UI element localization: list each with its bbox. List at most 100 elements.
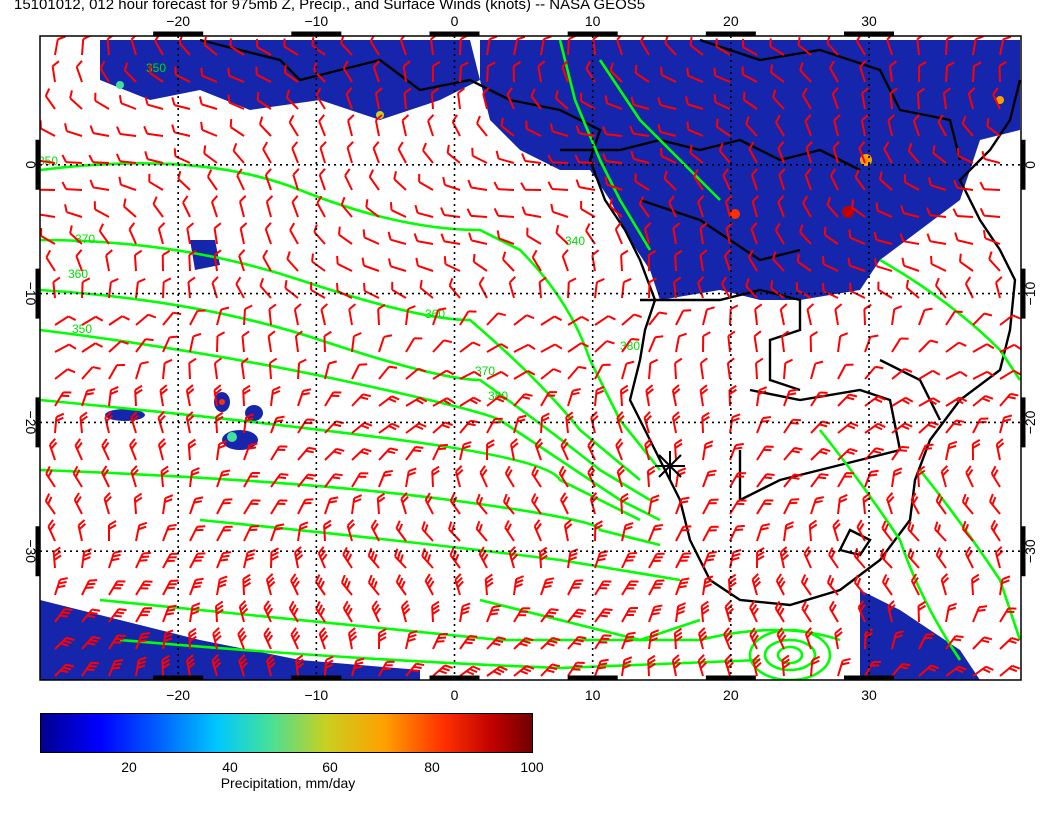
wind-barb	[567, 315, 590, 326]
wind-barb	[263, 627, 274, 650]
wind-barb	[387, 231, 407, 245]
wind-barb	[648, 358, 659, 380]
wind-barb	[403, 87, 412, 110]
wind-barb	[749, 600, 759, 623]
wind-barb	[501, 251, 515, 272]
wind-barb	[216, 575, 228, 596]
wind-barb	[187, 276, 196, 299]
wind-barb	[48, 438, 58, 461]
wind-barb	[821, 256, 839, 272]
wind-barb	[702, 306, 715, 326]
wind-barb	[216, 440, 227, 461]
wind-barb	[448, 277, 461, 299]
wind-barb	[101, 438, 110, 461]
wind-barb	[135, 632, 151, 650]
wind-barb	[675, 332, 687, 353]
wind-barb	[942, 87, 951, 110]
wind-barb	[324, 420, 345, 434]
wind-barb	[88, 154, 110, 164]
wind-barb	[69, 225, 83, 245]
wind-barb	[75, 60, 83, 83]
wind-barb	[945, 665, 967, 677]
wind-barb	[486, 604, 501, 623]
wind-barb	[242, 384, 251, 407]
wind-barb	[772, 251, 785, 272]
wind-barb	[972, 665, 994, 677]
wind-barb	[486, 395, 508, 407]
wind-barb	[881, 574, 893, 596]
wind-barb	[821, 282, 839, 299]
wind-barb	[644, 222, 652, 245]
wind-barb	[283, 64, 299, 83]
wind-barb	[832, 141, 840, 164]
wind-barb	[432, 664, 453, 677]
map-title: 15101012, 012 hour forecast for 975mb Z,…	[14, 0, 646, 13]
wind-barb	[177, 170, 191, 191]
wind-barb	[674, 438, 683, 461]
wind-barb	[64, 123, 83, 137]
wind-barb	[405, 662, 425, 677]
wind-barb	[159, 384, 168, 407]
wind-barb	[466, 208, 488, 218]
wind-barb	[173, 148, 191, 164]
wind-barb	[828, 547, 839, 569]
wind-barb	[560, 438, 569, 461]
wind-barb	[699, 357, 708, 380]
wind-barb	[288, 114, 299, 137]
wind-barb	[513, 414, 527, 434]
wind-barb	[154, 36, 164, 56]
wind-barb	[779, 546, 789, 569]
wind-barb	[999, 314, 1021, 326]
wind-barb	[290, 627, 301, 650]
wind-barb	[531, 249, 542, 272]
wind-barb	[810, 473, 829, 488]
wind-barb	[857, 600, 866, 623]
wind-barb	[594, 340, 615, 353]
wind-barb	[540, 36, 552, 56]
wind-barb	[454, 465, 464, 488]
wind-barb	[675, 309, 692, 326]
wind-barb	[778, 168, 786, 191]
wind-barb	[504, 465, 515, 488]
wind-barb	[918, 369, 941, 380]
wind-barbs	[40, 36, 1021, 677]
wind-barb	[75, 249, 83, 272]
wind-barb	[152, 196, 164, 218]
wind-barb	[237, 627, 247, 650]
wind-barb	[660, 147, 677, 164]
wind-barb	[891, 445, 910, 461]
wind-barb	[585, 60, 596, 83]
wind-barb	[673, 627, 683, 650]
wind-barb	[189, 552, 206, 569]
wind-barb	[270, 547, 280, 569]
wind-barb	[989, 493, 1001, 515]
wind-barb	[508, 276, 517, 299]
wind-barb	[40, 227, 56, 245]
wind-barb	[634, 173, 650, 191]
wind-barb	[104, 411, 113, 434]
wind-barb	[673, 276, 682, 299]
wind-barb	[148, 64, 164, 83]
wind-barb	[106, 36, 115, 56]
wind-barb	[484, 573, 494, 596]
wind-barb	[162, 552, 179, 569]
wind-barb	[702, 440, 714, 461]
wind-barb	[558, 465, 569, 488]
wind-barb	[486, 312, 507, 326]
wind-barb	[671, 384, 681, 407]
wind-barb	[594, 520, 603, 542]
wind-barb	[953, 179, 974, 191]
wind-barb	[756, 473, 775, 488]
wind-barb	[242, 573, 252, 596]
wind-barb	[478, 276, 488, 299]
wind-barb	[567, 388, 581, 407]
wind-barb	[432, 443, 448, 461]
wind-barb	[108, 315, 130, 326]
wind-barb	[721, 276, 731, 299]
wind-barb	[685, 96, 704, 110]
wind-barb	[563, 519, 573, 542]
wind-barb	[270, 499, 288, 515]
wind-barb	[799, 62, 812, 83]
wind-barb	[967, 87, 976, 110]
wind-barb	[629, 125, 650, 137]
